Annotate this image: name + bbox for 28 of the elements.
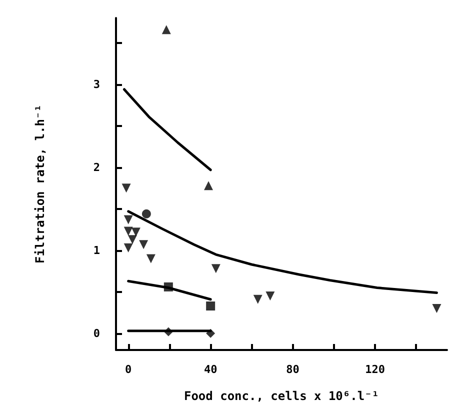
point <box>122 184 131 193</box>
point <box>206 302 216 311</box>
y-tick-label: 0 <box>93 326 100 340</box>
point <box>211 264 220 274</box>
point <box>204 181 214 190</box>
point <box>253 294 262 304</box>
x-axis-title: Food conc., cells x 10⁶.l⁻¹ <box>184 389 380 403</box>
y-axis-title: Filtration rate, l.h⁻¹ <box>33 104 47 264</box>
x-tick-label: 40 <box>204 363 218 376</box>
x-tick-label: 120 <box>365 363 385 376</box>
point <box>124 226 133 236</box>
point <box>142 209 151 218</box>
point <box>266 292 275 301</box>
y-tick-label: 2 <box>93 160 100 174</box>
point <box>124 215 133 224</box>
y-tick-label: 1 <box>93 244 100 257</box>
y-tick-label: 3 <box>93 78 100 91</box>
line-series <box>122 88 212 172</box>
point <box>131 228 140 237</box>
point <box>124 243 133 252</box>
line-series <box>127 210 438 294</box>
point <box>139 240 148 250</box>
point <box>146 254 156 264</box>
point <box>162 25 171 34</box>
x-tick-label: 0 <box>125 363 132 376</box>
point <box>128 235 137 244</box>
point <box>432 304 442 313</box>
x-tick-label: 80 <box>286 363 300 376</box>
